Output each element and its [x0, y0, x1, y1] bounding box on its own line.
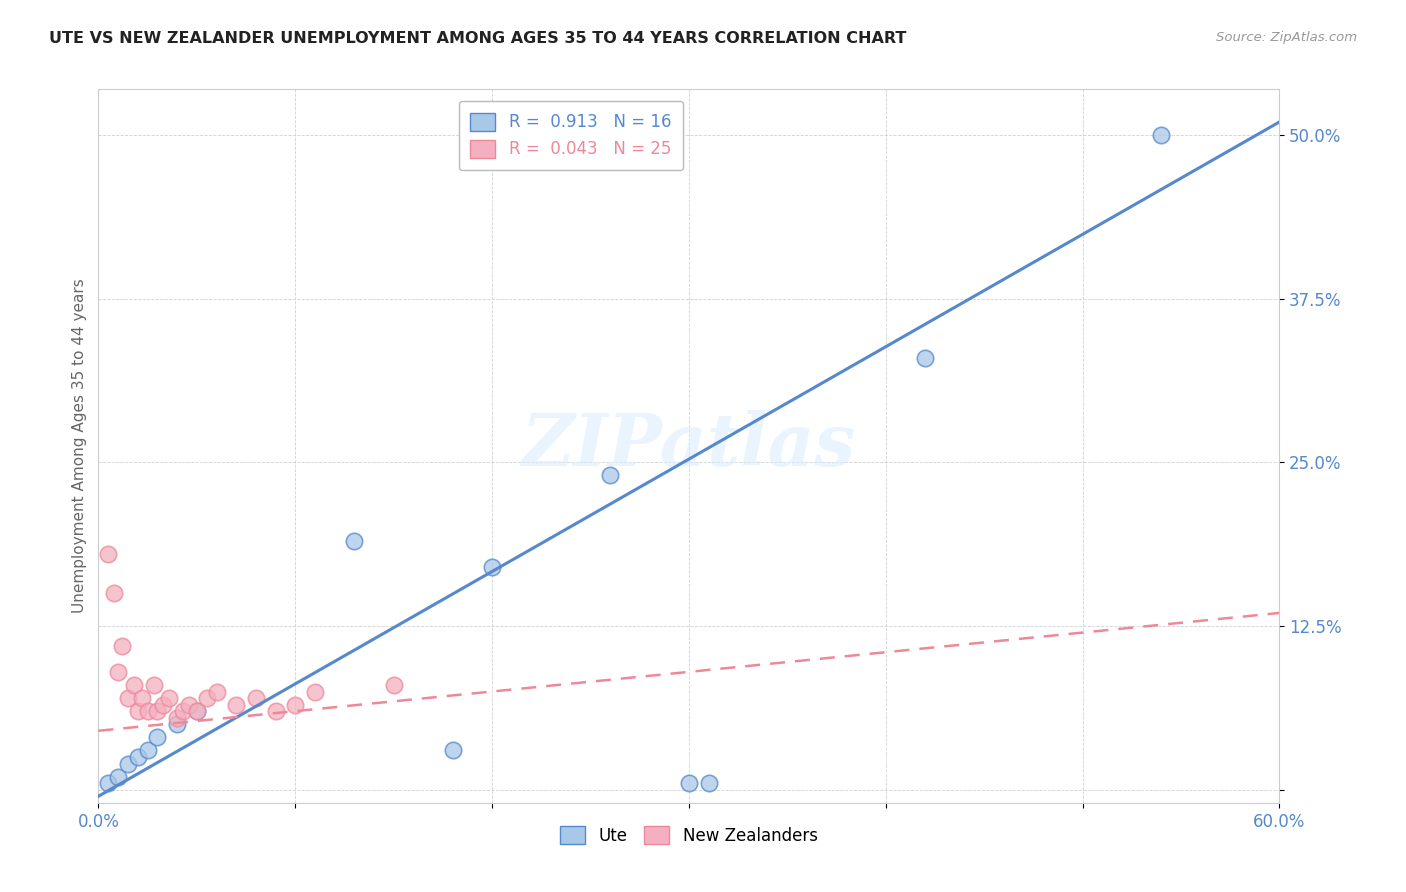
Point: [157, 691, 180, 706]
Point: [678, 776, 700, 790]
Point: [136, 704, 159, 718]
Point: [177, 698, 200, 712]
Point: [186, 704, 208, 718]
Point: [304, 684, 326, 698]
Point: [481, 560, 503, 574]
Point: [343, 533, 366, 548]
Point: [117, 691, 139, 706]
Point: [245, 691, 267, 706]
Point: [136, 743, 159, 757]
Point: [146, 704, 169, 718]
Text: ZIPatlas: ZIPatlas: [522, 410, 856, 482]
Point: [264, 704, 287, 718]
Point: [142, 678, 165, 692]
Point: [97, 776, 120, 790]
Point: [225, 698, 247, 712]
Text: UTE VS NEW ZEALANDER UNEMPLOYMENT AMONG AGES 35 TO 44 YEARS CORRELATION CHART: UTE VS NEW ZEALANDER UNEMPLOYMENT AMONG …: [49, 31, 907, 46]
Point: [122, 678, 145, 692]
Point: [127, 704, 149, 718]
Point: [697, 776, 720, 790]
Point: [172, 704, 194, 718]
Point: [166, 711, 188, 725]
Point: [97, 547, 120, 561]
Point: [117, 756, 139, 771]
Point: [131, 691, 153, 706]
Legend: Ute, New Zealanders: Ute, New Zealanders: [554, 820, 824, 852]
Point: [284, 698, 307, 712]
Point: [111, 639, 134, 653]
Point: [1150, 128, 1173, 142]
Point: [146, 731, 169, 745]
Point: [195, 691, 218, 706]
Point: [152, 698, 174, 712]
Point: [103, 586, 125, 600]
Point: [599, 468, 621, 483]
Point: [186, 704, 208, 718]
Y-axis label: Unemployment Among Ages 35 to 44 years: Unemployment Among Ages 35 to 44 years: [72, 278, 87, 614]
Point: [205, 684, 228, 698]
Point: [127, 750, 149, 764]
Point: [107, 770, 129, 784]
Point: [107, 665, 129, 679]
Point: [914, 351, 936, 365]
Point: [441, 743, 464, 757]
Point: [166, 717, 188, 731]
Text: Source: ZipAtlas.com: Source: ZipAtlas.com: [1216, 31, 1357, 45]
Point: [382, 678, 405, 692]
